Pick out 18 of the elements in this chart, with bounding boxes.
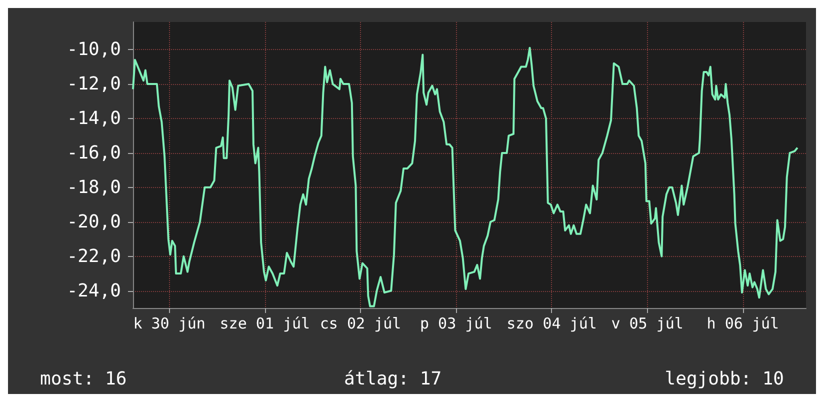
x-tick-label: h 06 júl	[706, 314, 780, 332]
y-tick-label: -12,0	[66, 74, 121, 95]
y-tick-label: -14,0	[66, 108, 121, 129]
y-tick-label: -16,0	[66, 142, 121, 164]
x-tick-label: v 05 júl	[611, 314, 684, 332]
y-tick-label: -18,0	[66, 176, 121, 198]
x-tick-label: sze 01 júl	[220, 314, 310, 332]
y-tick-label: -20,0	[66, 211, 121, 232]
y-tick-label: -22,0	[66, 246, 121, 267]
x-tick-label: szo 04 júl	[506, 314, 597, 332]
y-tick-label: -10,0	[66, 39, 121, 60]
x-tick-label: cs 02 júl	[320, 314, 402, 332]
text: átlag: 17	[344, 368, 442, 390]
y-tick-label: -24,0	[66, 280, 121, 302]
text: most: 16	[40, 368, 127, 390]
text: legjobb: 10	[664, 368, 784, 390]
x-tick-label: k 30 jún	[133, 314, 206, 332]
x-tick-label: p 03 júl	[420, 314, 492, 332]
